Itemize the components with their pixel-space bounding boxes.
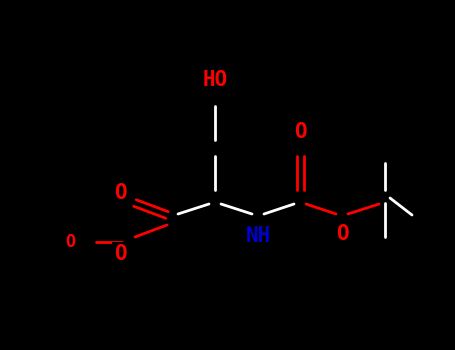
Text: NH: NH <box>245 226 271 246</box>
Text: O: O <box>65 233 75 251</box>
Text: O: O <box>114 244 126 264</box>
Text: O: O <box>293 122 306 142</box>
Text: HO: HO <box>202 70 228 90</box>
Text: O: O <box>114 183 126 203</box>
Text: O: O <box>336 224 349 244</box>
